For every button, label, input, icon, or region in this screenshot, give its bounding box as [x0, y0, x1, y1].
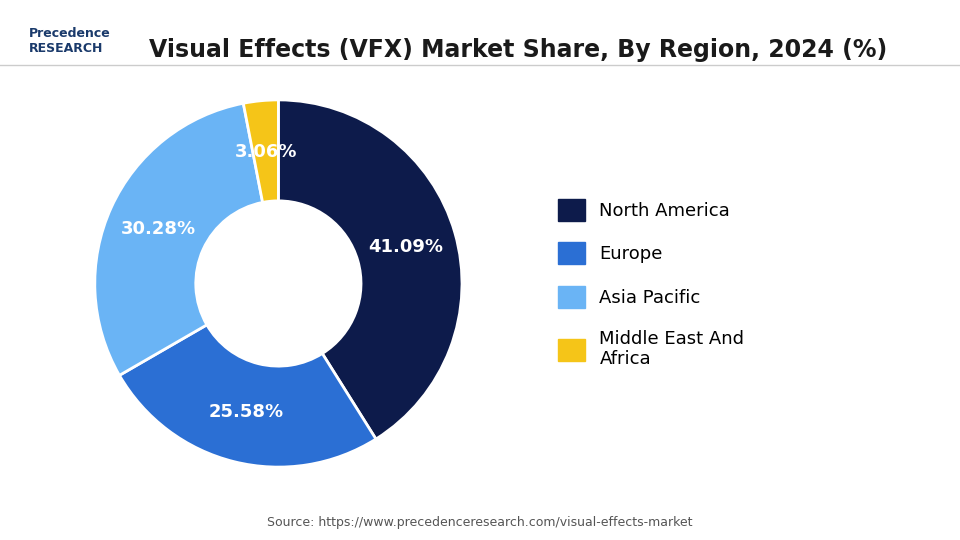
- Text: 41.09%: 41.09%: [368, 238, 443, 256]
- Text: Source: https://www.precedenceresearch.com/visual-effects-market: Source: https://www.precedenceresearch.c…: [267, 516, 693, 529]
- Wedge shape: [243, 100, 278, 202]
- Wedge shape: [278, 100, 462, 439]
- Text: 30.28%: 30.28%: [121, 220, 196, 238]
- Text: Precedence
RESEARCH: Precedence RESEARCH: [29, 27, 110, 55]
- Text: 25.58%: 25.58%: [209, 403, 284, 421]
- Legend: North America, Europe, Asia Pacific, Middle East And
Africa: North America, Europe, Asia Pacific, Mid…: [540, 180, 762, 387]
- Text: 3.06%: 3.06%: [234, 143, 297, 161]
- Wedge shape: [119, 325, 376, 467]
- Wedge shape: [95, 103, 263, 375]
- Text: Visual Effects (VFX) Market Share, By Region, 2024 (%): Visual Effects (VFX) Market Share, By Re…: [149, 38, 888, 62]
